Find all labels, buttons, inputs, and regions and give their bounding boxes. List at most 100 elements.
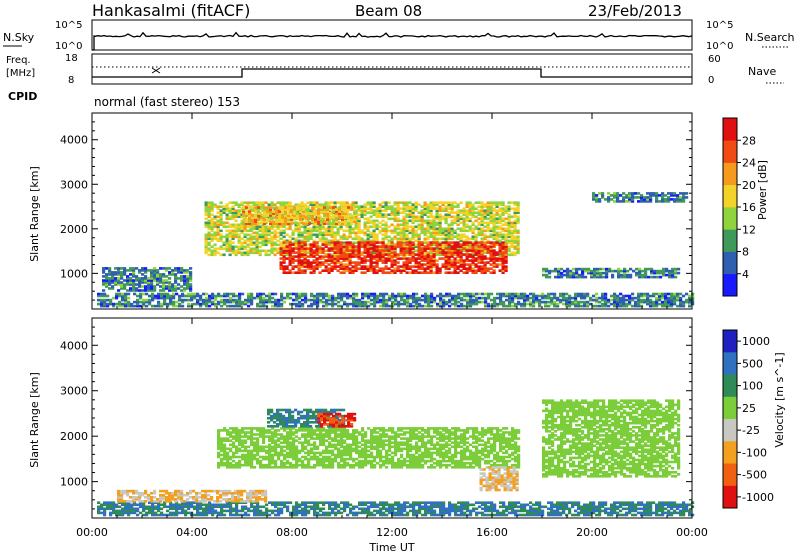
heatmap-cell [412,294,416,298]
heatmap-cell [260,218,264,221]
heatmap-cell [444,231,448,235]
heatmap-cell [649,198,653,201]
heatmap-cell [272,216,276,219]
heatmap-cell [280,292,284,296]
heatmap-cell [366,235,370,239]
heatmap-cell [347,206,351,209]
heatmap-cell [253,296,257,300]
heatmap-cell [257,214,261,217]
heatmap-cell [399,249,403,252]
heatmap-cell [674,267,678,271]
heatmap-cell [430,292,434,296]
heatmap-cell [288,203,292,206]
heatmap-cell [486,225,490,229]
heatmap-cell [345,243,349,246]
heatmap-cell [273,249,277,253]
heatmap-cell [462,245,466,249]
heatmap-cell [462,227,466,231]
heatmap-cell [293,214,297,217]
heatmap-cell [289,302,293,306]
heatmap-cell [471,207,475,210]
heatmap-cell [432,271,436,274]
heatmap-cell [297,253,301,256]
heatmap-cell [384,249,388,252]
heatmap-cell [346,292,350,296]
heatmap-cell [109,300,113,304]
heatmap-cell [282,269,286,272]
heatmap-cell [619,300,623,304]
heatmap-cell [300,265,304,268]
heatmap-cell [673,200,677,203]
heatmap-cell [318,229,322,233]
heatmap-cell [613,294,617,298]
heatmap-cell [364,302,368,306]
heatmap-cell [390,249,394,252]
heatmap-cell [408,229,412,233]
heatmap-cell [243,233,247,237]
heatmap-cell [423,247,427,250]
heatmap-cell [432,231,436,235]
heatmap-cell [495,239,499,243]
heatmap-cell [526,302,530,306]
heatmap-cell [139,501,143,504]
heatmap-cell [160,296,164,300]
heatmap-cell [548,275,552,279]
heatmap-cell [342,241,346,245]
heatmap-cell [352,304,356,308]
heatmap-cell [117,267,121,270]
heatmap-cell [264,229,268,233]
heatmap-cell [290,216,294,219]
heatmap-cell [300,271,304,274]
heatmap-cell [372,225,376,229]
heatmap-cell [562,298,566,302]
heatmap-cell [471,227,475,231]
heatmap-cell [544,296,548,300]
heatmap-cell [444,245,448,249]
heatmap-cell [348,233,352,237]
heatmap-cell [480,243,484,246]
heatmap-cell [595,200,599,203]
heatmap-cell [498,235,502,239]
heatmap-cell [483,271,487,274]
heatmap-cell [354,215,358,219]
noise-right-tick-bottom: 10^0 [706,41,733,52]
heatmap-cell [284,210,288,213]
heatmap-cell [372,249,376,252]
heatmap-cell [399,271,403,274]
heatmap-cell [480,265,484,268]
heatmap-cell [255,227,259,231]
heatmap-cell [658,194,662,197]
heatmap-cell [468,263,472,266]
heatmap-cell [351,253,355,256]
heatmap-cell [607,300,611,304]
heatmap-cell [282,245,286,249]
heatmap-cell [396,267,400,270]
heatmap-cell [625,200,629,203]
heatmap-cell [343,300,347,304]
heatmap-cell [357,261,361,264]
heatmap-cell [366,251,370,254]
heatmap-cell [664,194,668,197]
heatmap-cell [213,251,217,255]
heatmap-cell [327,259,331,262]
heatmap-cell [211,507,215,511]
heatmap-cell [384,207,388,210]
heatmap-cell [204,205,208,208]
heatmap-cell [274,298,278,302]
heatmap-cell [501,229,505,233]
heatmap-cell [145,511,149,515]
heatmap-cell [111,287,115,290]
heatmap-cell [278,214,282,217]
heatmap-cell [396,245,400,248]
heatmap-cell [489,271,493,274]
heatmap-cell [333,225,337,229]
heatmap-cell [217,511,221,515]
heatmap-cell [504,217,508,221]
heatmap-cell [379,298,383,302]
heatmap-cell [364,294,368,298]
heatmap-cell [471,259,475,262]
heatmap-cell [124,298,128,302]
heatmap-cell [429,205,433,208]
heatmap-cell [442,298,446,302]
heatmap-cell [208,505,212,509]
